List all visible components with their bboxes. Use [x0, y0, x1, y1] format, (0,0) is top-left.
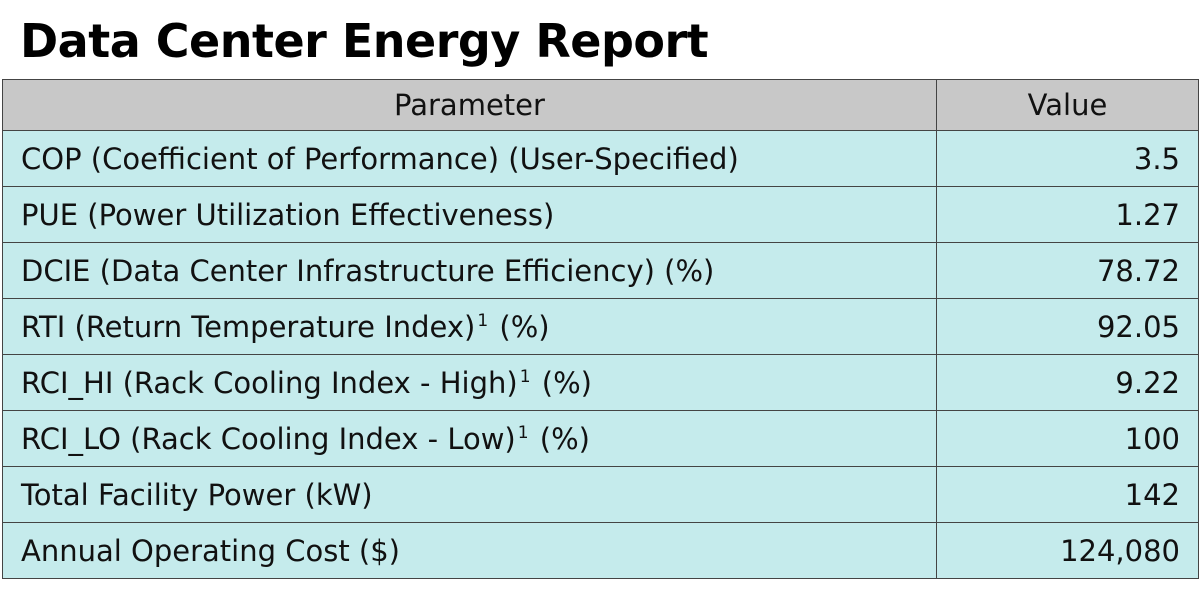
parameter-name: COP (Coefficient of Performance) (User-S…: [21, 141, 739, 176]
value-cell: 100: [936, 410, 1199, 467]
parameter-cell: COP (Coefficient of Performance) (User-S…: [2, 130, 937, 187]
parameter-name: Annual Operating Cost ($): [21, 533, 400, 568]
parameter-unit: (%): [532, 365, 592, 400]
footnote-marker: 1: [519, 366, 531, 387]
table-row: COP (Coefficient of Performance) (User-S…: [2, 130, 1199, 187]
table-header-row: Parameter Value: [2, 79, 1199, 131]
table-row: RCI_LO (Rack Cooling Index - Low) 1 (%) 1…: [2, 410, 1199, 467]
value-cell: 92.05: [936, 298, 1199, 355]
parameter-name: Total Facility Power (kW): [21, 477, 373, 512]
parameter-name: DCIE (Data Center Infrastructure Efficie…: [21, 253, 715, 288]
value-cell: 124,080: [936, 522, 1199, 579]
footnote-marker: 1: [517, 422, 529, 443]
table-row: RCI_HI (Rack Cooling Index - High) 1 (%) …: [2, 354, 1199, 411]
value-cell: 78.72: [936, 242, 1199, 299]
parameter-name: RTI (Return Temperature Index): [21, 309, 476, 344]
value-cell: 9.22: [936, 354, 1199, 411]
parameter-cell: PUE (Power Utilization Effectiveness): [2, 186, 937, 243]
parameter-name: PUE (Power Utilization Effectiveness): [21, 197, 555, 232]
table-row: PUE (Power Utilization Effectiveness) 1.…: [2, 186, 1199, 243]
parameter-name: RCI_HI (Rack Cooling Index - High): [21, 365, 518, 400]
value-cell: 1.27: [936, 186, 1199, 243]
parameter-name: RCI_LO (Rack Cooling Index - Low): [21, 421, 516, 456]
table-row: DCIE (Data Center Infrastructure Efficie…: [2, 242, 1199, 299]
column-header-parameter: Parameter: [2, 79, 937, 131]
table-row: RTI (Return Temperature Index) 1 (%) 92.0…: [2, 298, 1199, 355]
table-row: Total Facility Power (kW) 142: [2, 466, 1199, 523]
parameter-cell: RCI_HI (Rack Cooling Index - High) 1 (%): [2, 354, 937, 411]
parameter-cell: RTI (Return Temperature Index) 1 (%): [2, 298, 937, 355]
parameter-cell: RCI_LO (Rack Cooling Index - Low) 1 (%): [2, 410, 937, 467]
energy-report-table: Parameter Value COP (Coefficient of Perf…: [2, 79, 1199, 579]
parameter-unit: (%): [530, 421, 590, 456]
parameter-cell: Total Facility Power (kW): [2, 466, 937, 523]
parameter-cell: DCIE (Data Center Infrastructure Efficie…: [2, 242, 937, 299]
value-cell: 142: [936, 466, 1199, 523]
parameter-cell: Annual Operating Cost ($): [2, 522, 937, 579]
column-header-value: Value: [936, 79, 1199, 131]
footnote-marker: 1: [477, 310, 489, 331]
table-row: Annual Operating Cost ($) 124,080: [2, 522, 1199, 579]
value-cell: 3.5: [936, 130, 1199, 187]
parameter-unit: (%): [490, 309, 550, 344]
page-title: Data Center Energy Report: [20, 14, 709, 68]
